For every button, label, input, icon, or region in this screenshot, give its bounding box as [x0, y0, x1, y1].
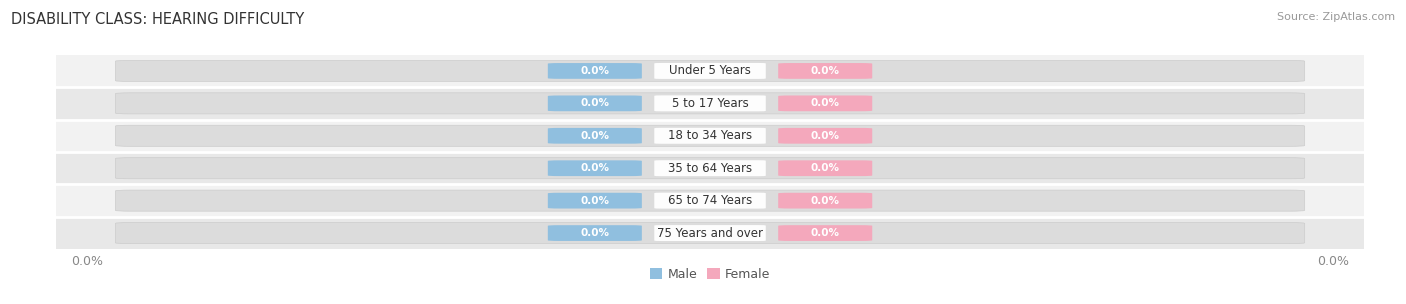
Text: 0.0%: 0.0% — [581, 196, 609, 206]
FancyBboxPatch shape — [115, 93, 1305, 114]
Text: 5 to 17 Years: 5 to 17 Years — [672, 97, 748, 110]
FancyBboxPatch shape — [654, 128, 766, 144]
Bar — [56, 55, 1364, 87]
FancyBboxPatch shape — [654, 225, 766, 241]
FancyBboxPatch shape — [548, 63, 643, 79]
Text: 18 to 34 Years: 18 to 34 Years — [668, 129, 752, 142]
FancyBboxPatch shape — [115, 158, 1305, 179]
Text: 0.0%: 0.0% — [581, 228, 609, 238]
FancyBboxPatch shape — [654, 95, 766, 111]
Text: 75 Years and over: 75 Years and over — [657, 226, 763, 240]
FancyBboxPatch shape — [654, 160, 766, 176]
Legend: Male, Female: Male, Female — [645, 263, 775, 286]
FancyBboxPatch shape — [778, 128, 872, 144]
Text: Source: ZipAtlas.com: Source: ZipAtlas.com — [1277, 12, 1395, 22]
FancyBboxPatch shape — [548, 95, 643, 111]
FancyBboxPatch shape — [654, 193, 766, 209]
FancyBboxPatch shape — [548, 160, 643, 176]
FancyBboxPatch shape — [548, 128, 643, 144]
Text: 0.0%: 0.0% — [811, 196, 839, 206]
Text: 65 to 74 Years: 65 to 74 Years — [668, 194, 752, 207]
Text: 0.0%: 0.0% — [811, 163, 839, 173]
FancyBboxPatch shape — [548, 193, 643, 209]
Bar — [56, 119, 1364, 152]
FancyBboxPatch shape — [778, 95, 872, 111]
FancyBboxPatch shape — [115, 190, 1305, 211]
Text: 35 to 64 Years: 35 to 64 Years — [668, 162, 752, 175]
Text: Under 5 Years: Under 5 Years — [669, 64, 751, 78]
FancyBboxPatch shape — [778, 63, 872, 79]
Text: 0.0%: 0.0% — [811, 66, 839, 76]
FancyBboxPatch shape — [778, 225, 872, 241]
FancyBboxPatch shape — [115, 223, 1305, 244]
Text: 0.0%: 0.0% — [581, 163, 609, 173]
FancyBboxPatch shape — [548, 225, 643, 241]
FancyBboxPatch shape — [778, 160, 872, 176]
Bar — [56, 217, 1364, 249]
Text: DISABILITY CLASS: HEARING DIFFICULTY: DISABILITY CLASS: HEARING DIFFICULTY — [11, 12, 305, 27]
Text: 0.0%: 0.0% — [811, 131, 839, 141]
FancyBboxPatch shape — [115, 60, 1305, 81]
Text: 0.0%: 0.0% — [581, 131, 609, 141]
Bar — [56, 87, 1364, 119]
Bar — [56, 185, 1364, 217]
Bar — [56, 152, 1364, 185]
FancyBboxPatch shape — [654, 63, 766, 79]
Text: 0.0%: 0.0% — [581, 66, 609, 76]
Text: 0.0%: 0.0% — [811, 98, 839, 108]
FancyBboxPatch shape — [115, 125, 1305, 146]
Text: 0.0%: 0.0% — [581, 98, 609, 108]
Text: 0.0%: 0.0% — [811, 228, 839, 238]
FancyBboxPatch shape — [778, 193, 872, 209]
